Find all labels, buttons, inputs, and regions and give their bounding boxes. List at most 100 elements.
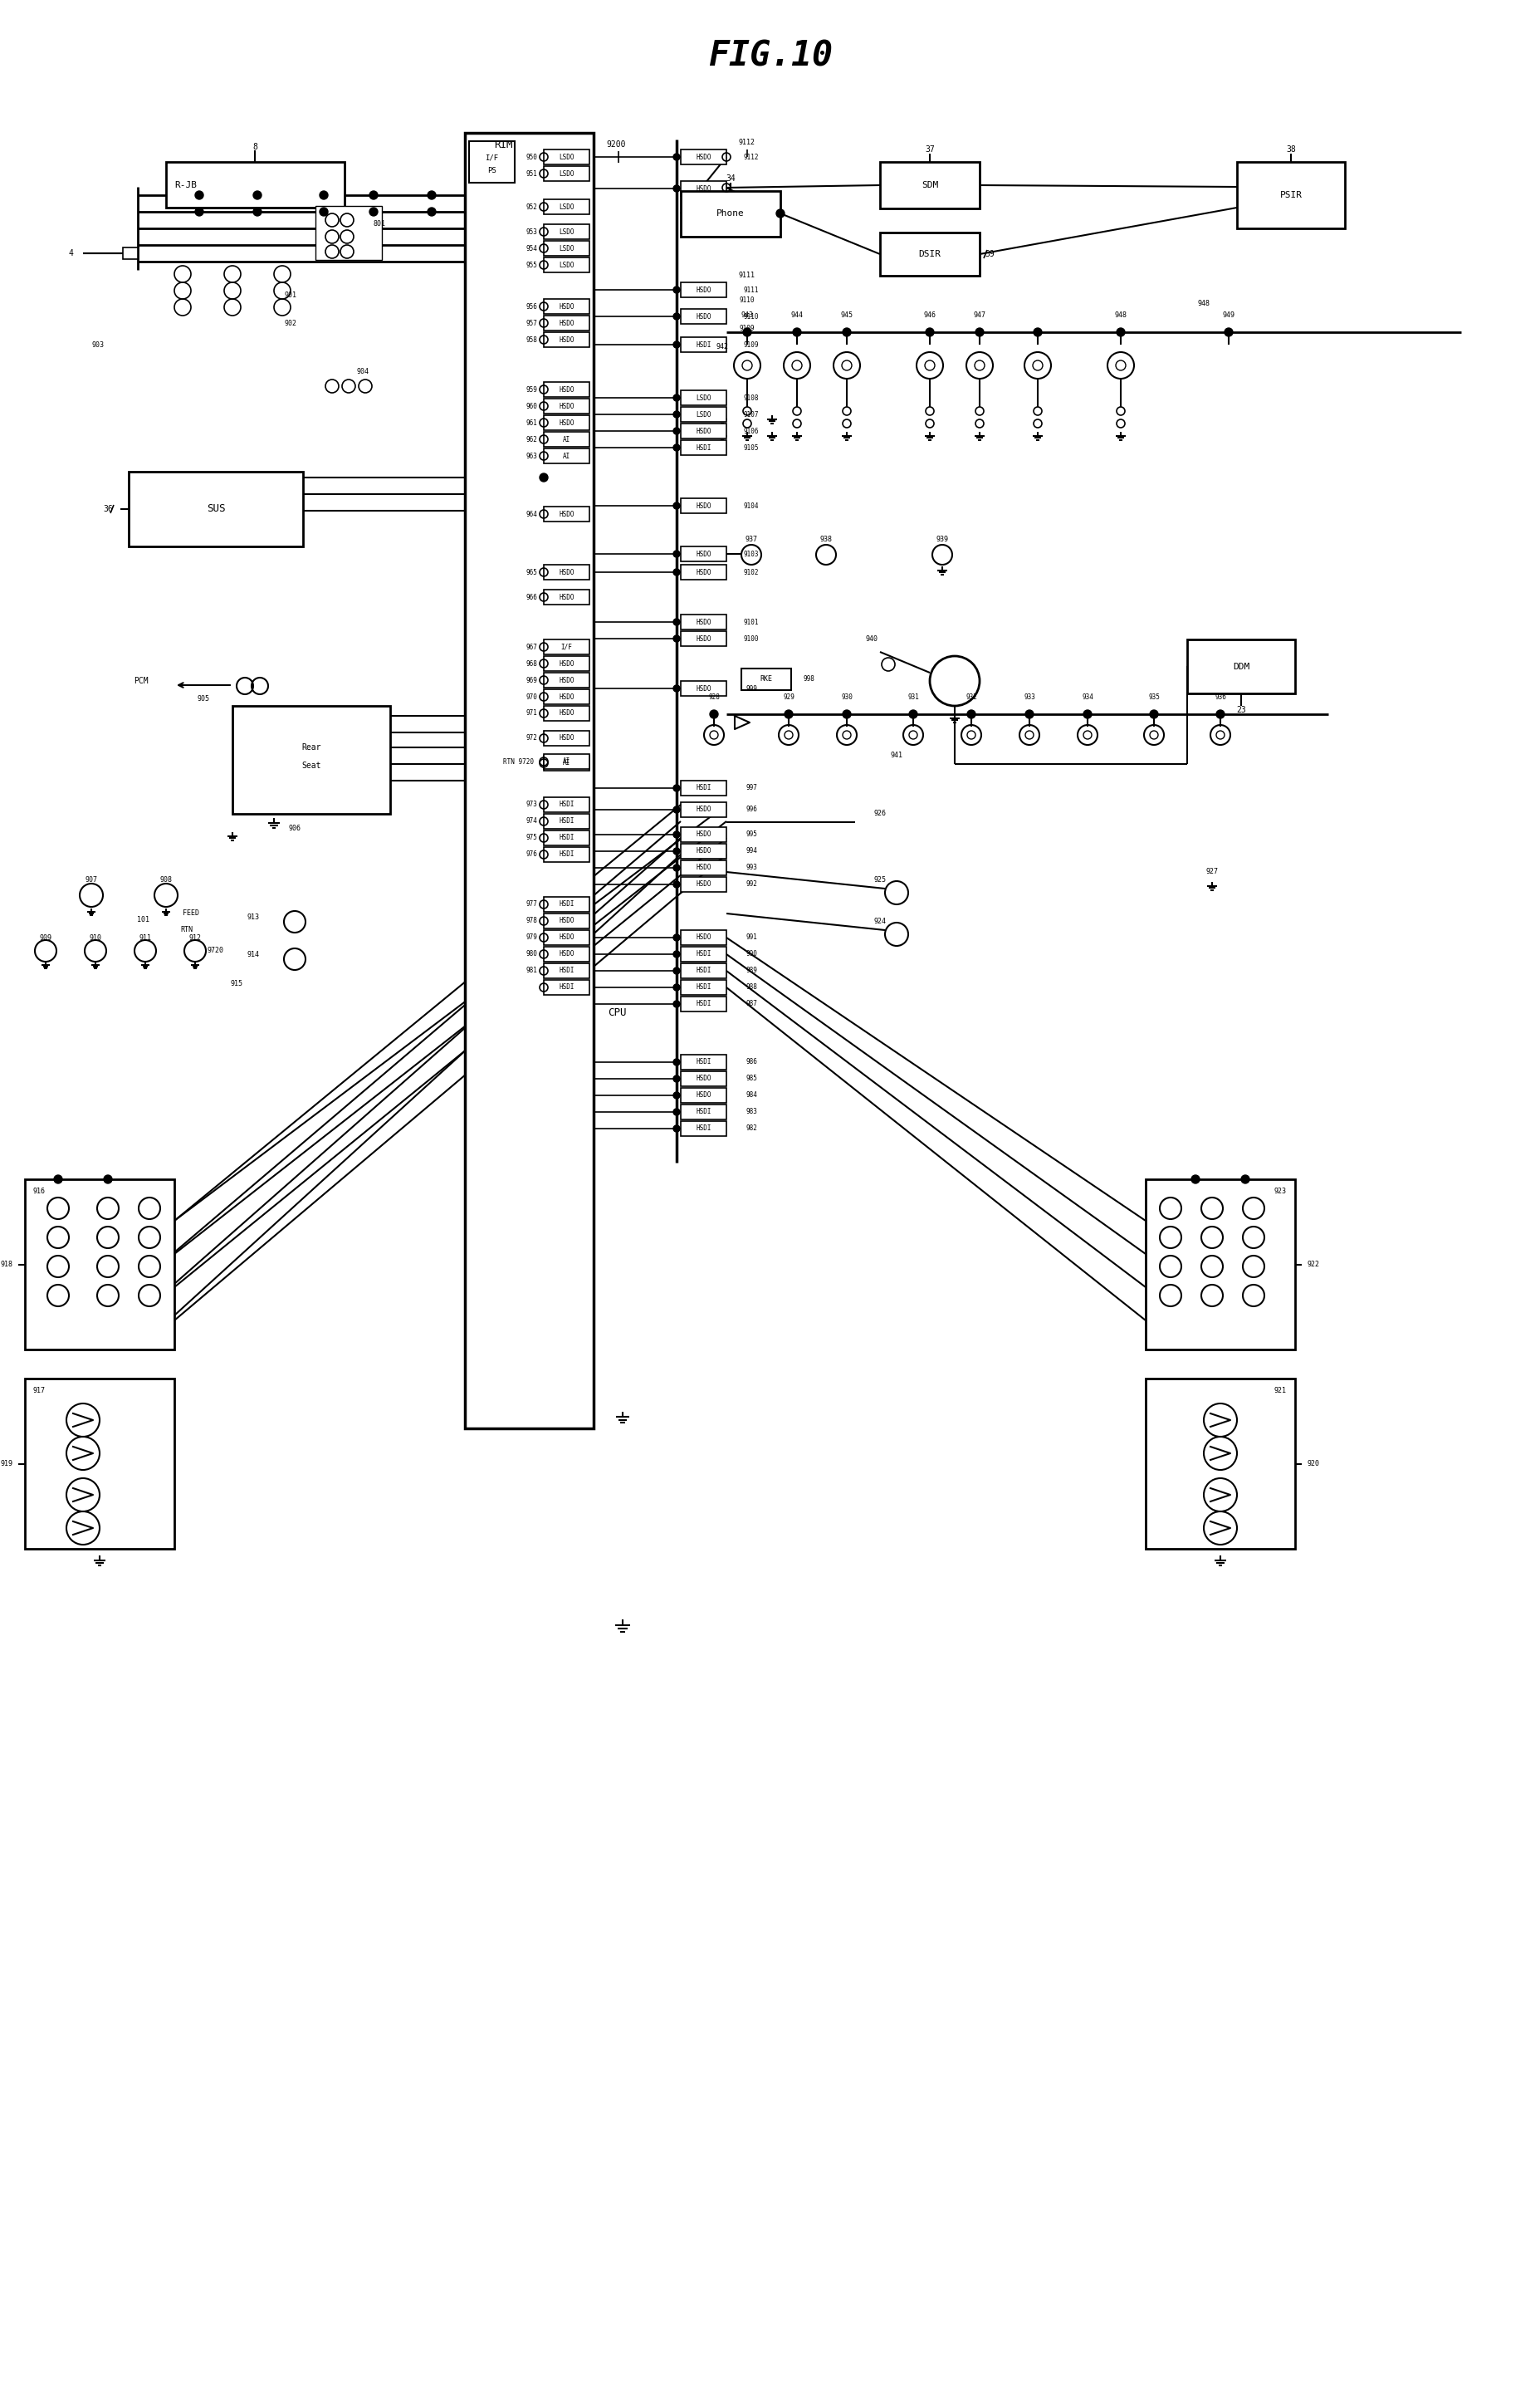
Circle shape — [427, 190, 436, 200]
Text: 9101: 9101 — [744, 618, 759, 625]
Circle shape — [319, 190, 328, 200]
Text: HSDI: HSDI — [559, 899, 574, 909]
Text: 922: 922 — [1306, 1260, 1318, 1267]
Bar — [681, 498, 725, 512]
Bar — [879, 233, 979, 277]
Text: 936: 936 — [1214, 695, 1226, 702]
Text: HSDO: HSDO — [559, 933, 574, 940]
Text: 938: 938 — [819, 536, 832, 544]
Text: HSDO: HSDO — [559, 418, 574, 426]
Text: 935: 935 — [1147, 695, 1160, 702]
Text: AI: AI — [562, 435, 570, 443]
Text: 983: 983 — [745, 1109, 756, 1116]
Text: HSDI: HSDI — [696, 1000, 711, 1008]
Circle shape — [673, 503, 679, 510]
Text: 945: 945 — [841, 313, 853, 320]
Text: 987: 987 — [745, 1000, 756, 1008]
Text: 984: 984 — [745, 1092, 756, 1099]
Bar — [233, 707, 390, 813]
Text: 9109: 9109 — [739, 325, 755, 332]
Circle shape — [842, 327, 850, 337]
Text: 953: 953 — [525, 228, 537, 236]
Text: 946: 946 — [922, 313, 935, 320]
Text: 37: 37 — [924, 144, 935, 154]
Text: 925: 925 — [873, 875, 885, 885]
Bar — [681, 308, 725, 325]
Bar — [544, 914, 590, 928]
Circle shape — [673, 313, 679, 320]
Text: 996: 996 — [745, 806, 756, 813]
Bar — [1186, 640, 1295, 693]
Text: HSDO: HSDO — [696, 286, 711, 293]
Text: SUS: SUS — [206, 503, 225, 515]
Bar — [544, 813, 590, 830]
Text: HSDO: HSDO — [696, 313, 711, 320]
Text: HSDI: HSDI — [559, 967, 574, 974]
Text: AI: AI — [562, 758, 570, 765]
Circle shape — [673, 1092, 679, 1099]
Text: 961: 961 — [525, 418, 537, 426]
Text: 926: 926 — [873, 810, 885, 818]
Text: HSDO: HSDO — [696, 618, 711, 625]
Text: 980: 980 — [525, 950, 537, 957]
Text: HSDO: HSDO — [559, 734, 574, 743]
Text: Phone: Phone — [716, 209, 744, 219]
Circle shape — [673, 445, 679, 452]
Text: 943: 943 — [741, 313, 753, 320]
Circle shape — [673, 286, 679, 293]
Text: 990: 990 — [745, 950, 756, 957]
Text: 913: 913 — [246, 914, 259, 921]
Text: 948: 948 — [1113, 313, 1126, 320]
Bar — [681, 1070, 725, 1087]
Text: 960: 960 — [525, 402, 537, 409]
Text: 101: 101 — [137, 916, 149, 924]
Text: HSDO: HSDO — [559, 693, 574, 700]
Text: 954: 954 — [525, 245, 537, 253]
Text: 909: 909 — [40, 936, 52, 943]
Text: 912: 912 — [189, 936, 202, 943]
Circle shape — [673, 428, 679, 435]
Circle shape — [673, 342, 679, 349]
Bar — [681, 440, 725, 455]
Bar — [544, 796, 590, 813]
Bar — [1237, 161, 1344, 228]
Text: 965: 965 — [525, 568, 537, 575]
Text: 9106: 9106 — [744, 428, 759, 435]
Text: 929: 929 — [782, 695, 795, 702]
Text: FEED: FEED — [183, 909, 199, 916]
Circle shape — [54, 1176, 62, 1183]
Text: LSDO: LSDO — [559, 262, 574, 269]
Text: 801: 801 — [373, 221, 387, 228]
Bar — [465, 132, 593, 1429]
Bar — [544, 433, 590, 447]
Text: 985: 985 — [745, 1075, 756, 1082]
Text: 995: 995 — [745, 830, 756, 839]
Text: 997: 997 — [745, 784, 756, 791]
Text: 988: 988 — [745, 984, 756, 991]
Circle shape — [673, 967, 679, 974]
Text: 9103: 9103 — [744, 551, 759, 558]
Text: 932: 932 — [966, 695, 976, 702]
Text: 950: 950 — [525, 154, 537, 161]
Circle shape — [673, 1109, 679, 1116]
Text: 939: 939 — [935, 536, 949, 544]
Bar — [681, 630, 725, 647]
Bar — [544, 315, 590, 329]
Text: HSDO: HSDO — [696, 551, 711, 558]
Circle shape — [673, 635, 679, 642]
Bar — [741, 669, 790, 690]
Text: LSDO: LSDO — [559, 171, 574, 178]
Text: HSDO: HSDO — [696, 830, 711, 839]
Circle shape — [926, 327, 933, 337]
Text: HSDO: HSDO — [559, 676, 574, 683]
Text: 972: 972 — [525, 734, 537, 743]
Bar — [681, 337, 725, 351]
Text: 914: 914 — [246, 952, 259, 960]
Text: 9102: 9102 — [744, 568, 759, 575]
Text: 937: 937 — [745, 536, 758, 544]
Bar — [681, 964, 725, 979]
Text: 964: 964 — [525, 510, 537, 517]
Bar — [544, 964, 590, 979]
Circle shape — [673, 880, 679, 887]
Bar — [544, 149, 590, 164]
